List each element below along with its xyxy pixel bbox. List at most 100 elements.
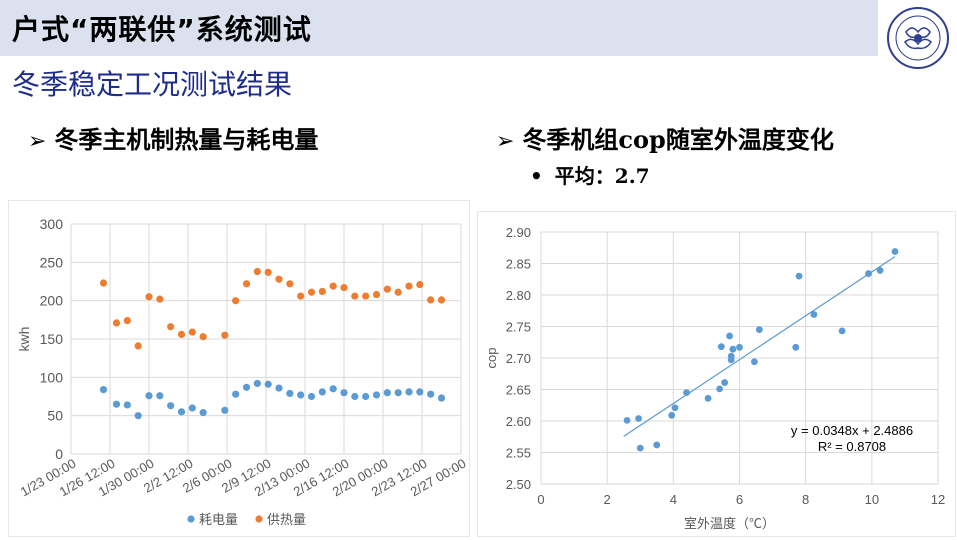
data-point-heat [156,295,164,303]
data-point-heat [329,282,337,290]
data-point-power [99,386,108,394]
data-point-heat [437,296,446,304]
data-point-cop [668,411,676,419]
data-point-heat [145,293,153,301]
x-tick-label: 0 [537,492,544,507]
data-point-power [253,379,261,388]
data-point-heat [188,328,196,336]
data-point-heat [123,317,131,325]
x-tick-label: 10 [865,492,879,507]
average-cop-note: • 平均：2.7 [530,160,650,189]
data-point-power [416,388,424,396]
y-tick-label: 2.75 [506,320,531,335]
data-point-power [232,390,240,398]
x-tick-label: 4 [670,492,677,507]
title-bar: 户式“两联供”系统测试 [0,0,878,56]
data-point-power [362,392,370,401]
y-tick-label: 2.60 [506,414,531,429]
data-point-power [340,389,348,397]
bullet-arrow-icon: ➢ [496,129,515,154]
y-tick-label: 2.55 [506,446,531,461]
data-point-heat [372,290,381,299]
trendline-r2: R² = 0.8708 [818,439,886,454]
bullet-dot-icon: • [530,164,543,188]
bullet-arrow-icon: ➢ [28,129,47,154]
legend-label: 耗电量 [199,512,238,527]
data-point-power [297,391,305,399]
data-point-heat [264,268,272,276]
data-point-heat [383,285,391,293]
data-point-power [286,389,294,398]
data-point-heat [232,297,240,305]
cop-temperature-chart-svg: 2.50 2.55 2.60 2.65 2.70 2.75 2.80 2.85 2.90 0 2 4 6… [484,225,945,531]
data-point-cop [891,248,899,255]
average-cop-text: 平均：2.7 [554,164,650,188]
data-point-cop [636,444,644,452]
data-point-heat [253,267,261,276]
data-point-heat [112,319,121,327]
y-tick-label: 2.80 [506,288,531,303]
data-point-heat [340,284,348,292]
data-point-power [145,392,153,400]
data-point-cop [717,343,725,351]
data-point-heat [167,323,175,331]
data-point-power [221,406,229,414]
y-tick-label: 250 [40,254,64,270]
data-point-cop [726,332,733,340]
data-point-cop [721,379,729,386]
data-point-cop [810,311,818,318]
data-point-power [264,380,272,388]
data-point-cop [671,404,679,412]
data-point-power [123,401,131,409]
data-point-power [383,389,391,397]
page-title: 户式“两联供”系统测试 [12,13,312,46]
x-tick-label: 2 [604,492,611,507]
data-point-power [394,389,402,397]
data-point-cop [750,358,758,366]
data-point-power [427,390,435,398]
data-point-heat [177,330,186,338]
x-tick-label: 8 [802,492,809,507]
legend-marker [187,515,195,523]
y-tick-label: 100 [40,369,64,385]
data-point-power [177,408,186,416]
legend-marker [255,515,263,523]
data-point-cop [704,394,712,402]
data-point-heat [351,292,359,300]
power-heat-chart: 0 50 100 150 200 250 300 1/23 00:00 1/26 12:00 1/… [8,200,470,537]
data-point-cop [795,272,803,280]
data-point-heat [99,279,108,287]
x-tick-label: 12 [931,492,945,507]
data-point-heat [416,280,424,289]
y-tick-label: 50 [47,408,63,424]
data-point-power [199,409,207,417]
cop-temperature-chart: 2.50 2.55 2.60 2.65 2.70 2.75 2.80 2.85 2.90 0 2 4 6… [477,211,956,537]
data-point-cop [653,441,661,449]
section-title: 冬季稳定工况测试结果 [12,68,293,101]
y-tick-label: 2.50 [506,477,531,492]
data-point-power [188,404,196,412]
data-point-heat [427,296,435,304]
data-point-power [112,400,121,408]
data-point-power [307,392,316,401]
data-point-cop [729,345,737,353]
y-tick-label: 200 [40,293,64,309]
y-tick-label: 300 [40,216,64,232]
right-chart-heading-text: 冬季机组cop随室外温度变化 [522,125,834,154]
data-point-cop [838,327,846,335]
legend-label: 供热量 [267,512,306,527]
data-point-cop [727,356,735,364]
x-tick-label: 6 [736,492,743,507]
university-logo [887,7,949,69]
data-point-power [242,383,251,391]
y-axis-label: cop [484,348,499,369]
data-point-power [156,392,164,400]
data-point-power [405,388,413,396]
y-tick-label: 2.85 [506,257,531,272]
data-point-power [437,394,446,402]
data-point-power [351,392,359,401]
data-point-cop [755,326,763,334]
y-tick-label: 150 [40,331,64,347]
x-axis-label: 室外温度（℃） [684,516,775,531]
data-point-heat [394,288,402,296]
